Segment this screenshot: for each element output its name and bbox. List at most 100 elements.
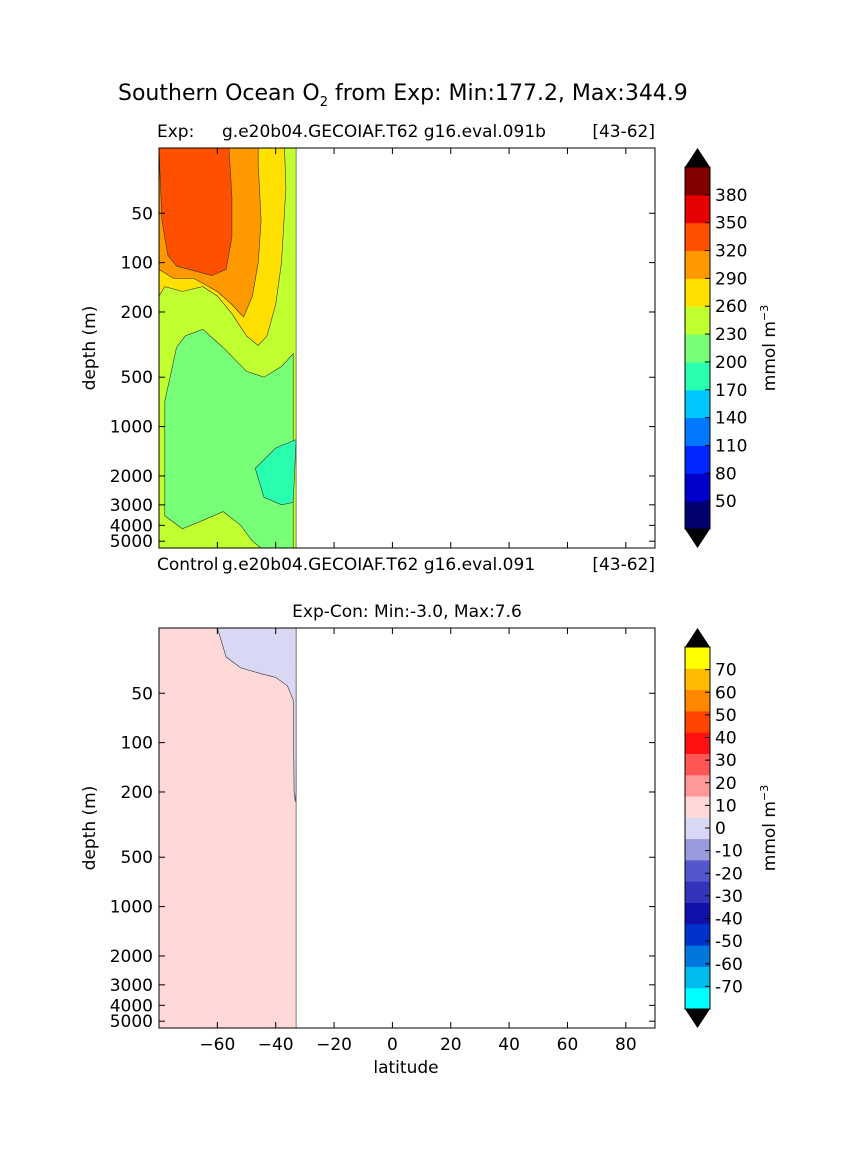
colorbar-tick-label: 70 — [715, 661, 737, 681]
y-tick-label: 4000 — [110, 516, 153, 536]
bottom-panel-x-ticks: −60 −40 −20 0 20 40 60 80 — [199, 628, 637, 1055]
colorbar-tick-label: 290 — [715, 269, 747, 289]
x-tick-label: 80 — [615, 1035, 637, 1055]
colorbar-extend-low — [685, 1009, 710, 1028]
x-tick-label: 60 — [557, 1035, 579, 1055]
colorbar-tick-label: 260 — [715, 297, 747, 317]
colorbar-tick-label: -30 — [715, 887, 743, 907]
colorbar-tick-label: -50 — [715, 932, 743, 952]
colorbar-segment — [685, 668, 710, 691]
colorbar-segment — [685, 902, 710, 925]
colorbar-tick-label: -40 — [715, 910, 743, 930]
colorbar-segment — [685, 945, 710, 967]
colorbar-segment — [685, 710, 710, 733]
colorbar-tick-label: 140 — [715, 409, 747, 429]
bottom-panel-title: Exp-Con: Min:-3.0, Max:7.6 — [292, 602, 522, 622]
top-panel-label-right: [43-62] — [592, 122, 655, 142]
y-tick-label: 1000 — [110, 418, 153, 438]
colorbar-segment — [685, 881, 710, 904]
top-colorbar: 50 80 110 140 170 200 230 260 290 320 350 380 — [684, 148, 747, 548]
colorbar-tick-label: 170 — [715, 381, 747, 401]
colorbar-segment — [685, 774, 710, 797]
bottom-panel-contours — [158, 627, 297, 1029]
y-tick-label: 200 — [121, 303, 153, 323]
colorbar-tick-label: -10 — [715, 842, 743, 862]
colorbar-segment — [685, 278, 710, 307]
colorbar-tick-label: 10 — [715, 796, 737, 816]
bottom-panel: Exp-Con: Min:-3.0, Max:7.6 5010020050010… — [80, 602, 780, 1078]
x-tick-label: 0 — [387, 1035, 398, 1055]
y-tick-label: 500 — [121, 368, 153, 388]
y-tick-label: 4000 — [110, 996, 153, 1016]
colorbar-tick-label: 200 — [715, 353, 747, 373]
contour-band-minus10-0 — [216, 627, 297, 802]
colorbar-tick-label: 380 — [715, 186, 747, 206]
colorbar-tick-label: 80 — [715, 464, 737, 484]
colorbar-segment — [685, 796, 710, 818]
y-tick-label: 3000 — [110, 976, 153, 996]
colorbar-tick-label: 50 — [715, 706, 737, 726]
y-tick-label: 50 — [131, 684, 153, 704]
colorbar-segment — [685, 306, 710, 335]
y-tick-label: 5000 — [110, 1012, 153, 1032]
y-tick-label: 3000 — [110, 496, 153, 516]
x-tick-label: −60 — [199, 1035, 235, 1055]
colorbar-segment — [685, 689, 710, 712]
colorbar-segment — [685, 445, 710, 474]
colorbar-tick-label: 110 — [715, 436, 747, 456]
figure-title: Southern Ocean O2 from Exp: Min:177.2, M… — [118, 81, 688, 110]
top-panel-contours — [158, 147, 297, 549]
bottom-colorbar-label-sup: −3 — [758, 785, 771, 801]
contour-band-0-10 — [158, 627, 297, 1029]
colorbar-tick-label: 320 — [715, 242, 747, 262]
colorbar-tick-label: -60 — [715, 955, 743, 975]
x-tick-label: −40 — [258, 1035, 294, 1055]
colorbar-tick-label: 50 — [715, 492, 737, 512]
colorbar-segment — [685, 732, 710, 754]
y-tick-label: 100 — [121, 254, 153, 274]
top-panel-label-center: g.e20b04.GECOIAF.T62 g16.eval.091b — [222, 122, 546, 142]
figure-title-prefix: Southern Ocean O — [118, 81, 320, 106]
colorbar-segment — [685, 417, 710, 446]
x-tick-label: 20 — [440, 1035, 462, 1055]
colorbar-tick-label: 0 — [715, 819, 726, 839]
colorbar-segment — [685, 753, 710, 776]
top-panel: Exp: g.e20b04.GECOIAF.T62 g16.eval.091b … — [80, 122, 780, 575]
colorbar-segment — [685, 987, 710, 1010]
colorbar-tick-label: 230 — [715, 325, 747, 345]
figure-title-subscript: 2 — [320, 95, 328, 110]
y-tick-label: 1000 — [110, 898, 153, 918]
top-panel-label-left: Exp: — [157, 122, 194, 142]
y-tick-label: 100 — [121, 734, 153, 754]
top-panel-bottom-left: Control — [157, 555, 218, 575]
colorbar-segment — [685, 501, 710, 530]
colorbar-segment — [685, 473, 710, 502]
colorbar-tick-label: 40 — [715, 729, 737, 749]
bottom-panel-ylabel: depth (m) — [80, 786, 100, 871]
colorbar-segment — [685, 222, 710, 252]
colorbar-frame — [684, 166, 711, 530]
colorbar-segment — [685, 859, 710, 882]
bottom-panel-xlabel: latitude — [373, 1058, 438, 1078]
x-tick-label: −20 — [316, 1035, 352, 1055]
top-colorbar-label-text: mmol m — [760, 321, 780, 391]
top-panel-bottom-center: g.e20b04.GECOIAF.T62 g16.eval.091 — [222, 555, 535, 575]
bottom-panel-plot-area — [158, 627, 656, 1029]
colorbar-tick-label: -20 — [715, 864, 743, 884]
bottom-colorbar-label: mmol m−3 — [758, 785, 780, 871]
y-tick-label: 200 — [121, 783, 153, 803]
colorbar-tick-label: 350 — [715, 214, 747, 234]
colorbar-tick-label: 60 — [715, 683, 737, 703]
top-panel-bottom-right: [43-62] — [592, 555, 655, 575]
colorbar-segment — [685, 838, 710, 861]
contour-band-320 — [158, 147, 233, 276]
bottom-colorbar-label-text: mmol m — [760, 801, 780, 871]
colorbar-segment — [685, 966, 710, 989]
top-colorbar-label: mmol m−3 — [758, 305, 780, 391]
colorbar-segment — [685, 923, 710, 946]
top-panel-plot-area — [158, 147, 656, 549]
colorbar-segment — [685, 647, 710, 669]
colorbar-segment — [685, 167, 710, 196]
